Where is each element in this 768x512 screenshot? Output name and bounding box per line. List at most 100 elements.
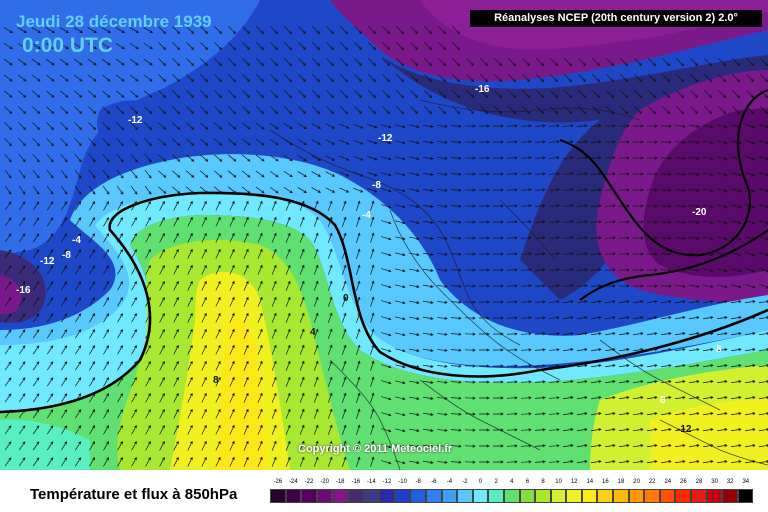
wind-arrow (185, 154, 195, 162)
wind-arrow (313, 312, 319, 323)
wind-arrow (45, 27, 55, 33)
wind-arrow (201, 280, 207, 291)
wind-arrow (60, 233, 68, 243)
wind-arrow (271, 440, 277, 451)
wind-arrow (159, 216, 165, 227)
wind-arrow (60, 297, 68, 307)
wind-arrow (534, 316, 546, 320)
wind-arrow (478, 140, 490, 144)
wind-arrow (185, 170, 195, 178)
wind-arrow (676, 106, 685, 115)
wind-arrow (618, 204, 630, 208)
wind-arrow (367, 188, 378, 193)
wind-arrow (576, 220, 588, 224)
wind-arrow (201, 328, 207, 339)
wind-arrow (464, 204, 476, 208)
wind-arrow (242, 42, 251, 51)
wind-arrow (327, 296, 333, 307)
wind-arrow (102, 185, 110, 195)
wind-arrow (131, 233, 137, 243)
wind-arrow (478, 460, 490, 464)
wind-arrow (285, 232, 291, 243)
wind-arrow (89, 425, 96, 435)
wind-arrow (436, 380, 448, 384)
wind-arrow (632, 284, 644, 288)
wind-arrow (18, 122, 27, 131)
wind-arrow (353, 155, 364, 161)
wind-arrow (410, 42, 419, 51)
wind-arrow (662, 58, 671, 67)
wind-arrow (745, 156, 756, 161)
wind-arrow (46, 169, 54, 179)
wind-arrow (450, 332, 462, 336)
wind-arrow (674, 156, 686, 160)
wind-arrow (450, 236, 462, 240)
wind-arrow (243, 408, 249, 419)
wind-arrow (215, 232, 221, 243)
wind-arrow (745, 460, 756, 464)
wind-arrow (159, 232, 165, 243)
wind-arrow (564, 74, 573, 83)
wind-arrow (103, 201, 109, 211)
wind-arrow (745, 124, 756, 129)
wind-arrow (129, 90, 139, 98)
wind-arrow (256, 42, 265, 51)
wind-arrow (18, 153, 26, 163)
wind-arrow (633, 412, 644, 416)
wind-arrow (703, 204, 714, 209)
wind-arrow (675, 444, 686, 448)
wind-arrow (562, 236, 574, 240)
wind-arrow (326, 90, 335, 99)
wind-arrow (605, 412, 616, 416)
wind-arrow (326, 106, 335, 115)
wind-arrow (341, 360, 347, 371)
wind-arrow (478, 188, 490, 192)
wind-arrow (409, 428, 420, 433)
wind-arrow (18, 217, 26, 227)
wind-arrow (103, 377, 109, 387)
wind-arrow (634, 106, 643, 115)
wind-arrow (436, 316, 448, 320)
wind-arrow (395, 348, 406, 353)
legend-tick: -16 (351, 479, 361, 485)
wind-arrow (242, 106, 251, 115)
wind-arrow (717, 316, 728, 320)
wind-arrow (32, 345, 40, 355)
wind-arrow (576, 156, 588, 160)
wind-arrow (340, 90, 349, 99)
wind-arrow (173, 456, 179, 467)
wind-arrow (32, 265, 40, 275)
wind-arrow (492, 316, 504, 320)
wind-arrow (313, 440, 319, 451)
wind-arrow (648, 58, 657, 67)
wind-arrow (117, 329, 123, 339)
wind-arrow (494, 74, 503, 83)
wind-arrow (409, 348, 420, 353)
wind-arrow (409, 156, 420, 161)
wind-arrow (605, 364, 616, 368)
wind-arrow (647, 316, 658, 320)
wind-arrow (618, 124, 630, 128)
wind-arrow (117, 297, 123, 307)
wind-arrow (214, 90, 223, 99)
wind-arrow (60, 185, 68, 195)
wind-arrow (102, 122, 111, 131)
legend-swatch (394, 489, 411, 503)
wind-arrow (395, 412, 406, 417)
wind-arrow (131, 409, 137, 419)
wind-arrow (660, 156, 672, 160)
wind-arrow (341, 344, 347, 355)
wind-arrow (618, 220, 630, 224)
wind-arrow (102, 106, 111, 114)
wind-arrow (131, 217, 137, 227)
wind-arrow (313, 328, 319, 339)
wind-arrow (45, 42, 55, 50)
wind-arrow (46, 201, 54, 211)
wind-arrow (703, 332, 714, 336)
wind-arrow (689, 364, 700, 368)
legend-swatch (722, 489, 738, 503)
southeast-core (650, 398, 768, 470)
wind-arrow (75, 377, 82, 387)
wind-arrow (243, 232, 249, 243)
wind-arrow (746, 90, 755, 99)
